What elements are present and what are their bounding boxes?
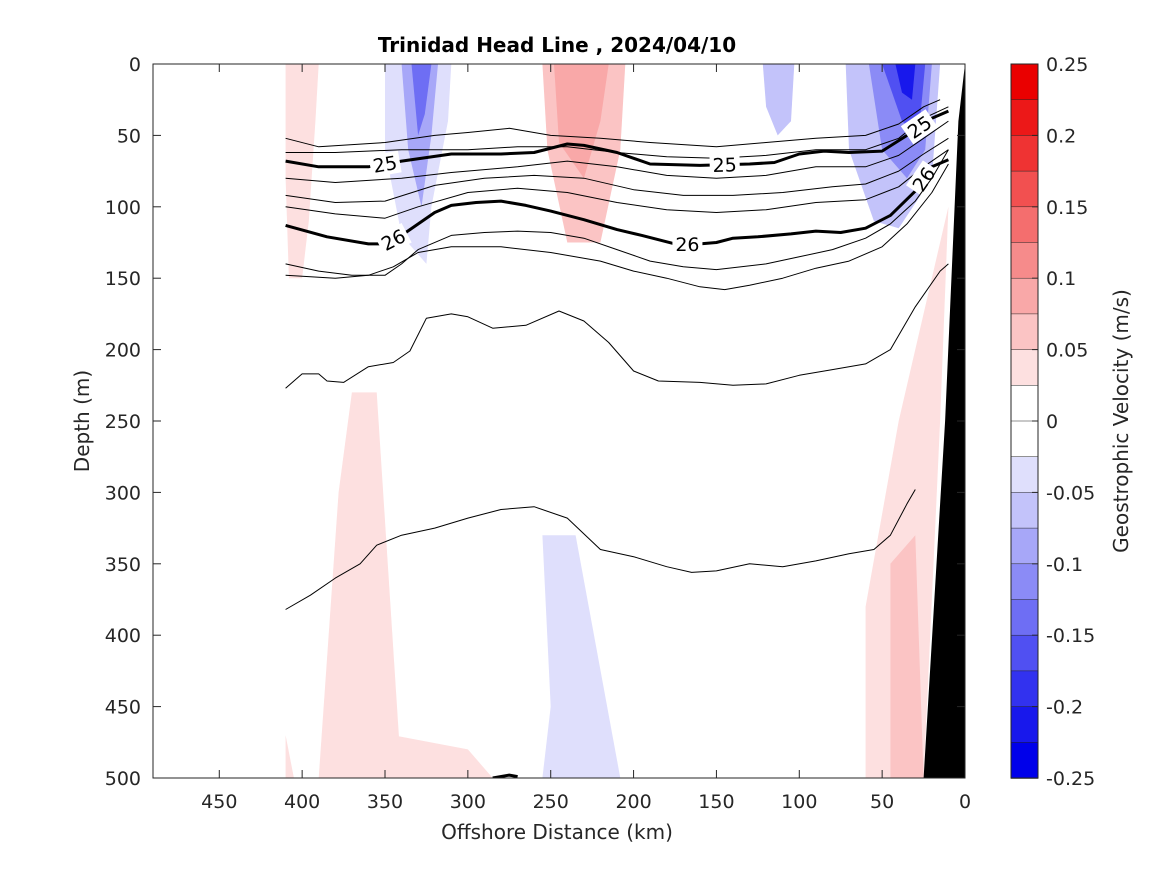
colorbar-bin <box>1010 170 1039 208</box>
colorbar-tick-label: 0 <box>1046 411 1058 433</box>
velocity-patch <box>895 64 916 100</box>
colorbar-bin <box>1010 313 1039 351</box>
x-tick-label: 300 <box>450 791 486 813</box>
colorbar-frame <box>1010 63 1039 779</box>
x-tick-label: 100 <box>781 791 817 813</box>
colorbar-bin <box>1010 563 1039 601</box>
contour-label: 25 <box>371 152 399 178</box>
velocity-patch <box>411 64 432 136</box>
colorbar-tick-label: -0.25 <box>1046 768 1095 790</box>
colorbar-bin <box>1010 242 1039 279</box>
colorbar-label: Geostrophic Velocity (m/s) <box>1109 289 1133 553</box>
seafloor-mask <box>923 64 965 778</box>
velocity-patch <box>318 392 402 778</box>
x-tick-label: 450 <box>201 791 237 813</box>
y-tick-label: 300 <box>105 482 141 504</box>
colorbar-bin <box>1010 599 1039 636</box>
isopycnal-contour <box>285 163 949 291</box>
x-tick-label: 0 <box>959 791 971 813</box>
colorbar-bin <box>1010 277 1039 315</box>
colorbar-tick-label: 0.1 <box>1046 268 1076 290</box>
y-axis-label: Depth (m) <box>70 370 94 472</box>
velocity-patch <box>285 735 294 778</box>
velocity-patch <box>542 535 621 778</box>
y-tick-label: 50 <box>117 125 141 147</box>
colorbar-tick-label: -0.1 <box>1046 554 1083 576</box>
x-axis-ticks: 450 400 350 300 250 200 150 100 50 0 <box>201 64 971 813</box>
y-tick-label: 450 <box>105 697 141 719</box>
chart-title: Trinidad Head Line , 2024/04/10 <box>378 33 736 57</box>
colorbar-tick-label: 0.2 <box>1046 125 1076 147</box>
y-tick-label: 500 <box>105 768 141 790</box>
colorbar-bin <box>1010 634 1039 672</box>
y-tick-label: 400 <box>105 625 141 647</box>
velocity-patch <box>401 64 438 207</box>
contour-label: 26 <box>675 234 699 256</box>
x-tick-label: 150 <box>698 791 734 813</box>
isopycnal-contour <box>492 773 518 778</box>
y-axis-ticks: 0 50 100 150 200 250 300 350 400 450 500 <box>105 54 965 790</box>
colorbar-bin <box>1010 63 1039 101</box>
contour-label: 25 <box>712 154 737 177</box>
colorbar-bin <box>1010 527 1039 565</box>
x-tick-label: 250 <box>533 791 569 813</box>
contour-label-background <box>900 109 939 145</box>
y-tick-label: 150 <box>105 268 141 290</box>
colorbar-tick-label: -0.2 <box>1046 697 1083 719</box>
colorbar-bin <box>1010 206 1039 244</box>
isopycnal-contour <box>285 99 941 148</box>
velocity-patch <box>865 206 949 778</box>
colorbar-bin <box>1010 349 1039 387</box>
velocity-patch <box>762 64 795 136</box>
y-tick-label: 100 <box>105 197 141 219</box>
isopycnal-contour <box>285 149 949 219</box>
colorbar-tick-label: 0.25 <box>1046 54 1088 76</box>
contour-label-background <box>672 232 703 255</box>
colorbar-bin <box>1010 420 1039 458</box>
colorbar-bin <box>1010 706 1039 744</box>
colorbar-bin <box>1010 492 1039 529</box>
isopycnal-contour-26 <box>285 158 949 246</box>
y-tick-label: 0 <box>129 54 141 76</box>
colorbar-bin <box>1010 670 1039 708</box>
isopycnal-contour <box>285 137 949 203</box>
velocity-patch <box>351 720 493 778</box>
x-tick-label: 200 <box>615 791 651 813</box>
isopycnal-contour <box>285 489 916 610</box>
y-tick-label: 250 <box>105 411 141 433</box>
colorbar-bin <box>1010 456 1039 494</box>
colorbar-bin <box>1010 385 1039 422</box>
contour-label-background <box>709 153 741 177</box>
x-tick-label: 350 <box>367 791 403 813</box>
colorbar-bin <box>1010 99 1039 137</box>
colorbar-tick-label: 0.05 <box>1046 340 1088 362</box>
colorbar-tick-label: -0.15 <box>1046 625 1095 647</box>
isopycnal-contour-25 <box>285 109 949 169</box>
colorbar-tick-label: -0.05 <box>1046 482 1095 504</box>
y-tick-label: 200 <box>105 340 141 362</box>
isopycnal-contour <box>285 120 949 183</box>
velocity-field <box>285 64 949 778</box>
x-tick-label: 400 <box>284 791 320 813</box>
contour-label-background <box>906 160 942 198</box>
isopycnal-contour <box>285 263 949 389</box>
colorbar-bin <box>1010 135 1039 172</box>
velocity-patch <box>285 64 319 279</box>
colorbar-bin <box>1010 742 1039 779</box>
velocity-patch <box>890 535 924 778</box>
isopycnal-contour <box>285 149 949 276</box>
velocity-patch <box>554 64 609 179</box>
y-tick-label: 350 <box>105 554 141 576</box>
x-axis-label: Offshore Distance (km) <box>441 820 673 844</box>
colorbar-tick-label: 0.15 <box>1046 197 1088 219</box>
x-tick-label: 50 <box>870 791 894 813</box>
contour-label-background <box>374 222 412 257</box>
seafloor <box>923 64 965 778</box>
isopycnal-contour <box>285 106 949 159</box>
contour-label-background <box>368 150 402 178</box>
